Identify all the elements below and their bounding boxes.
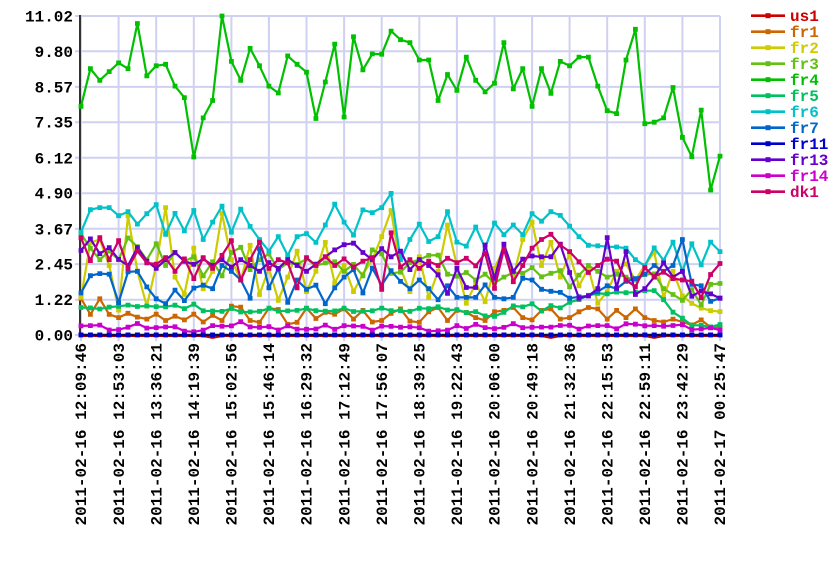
svg-text:fr4: fr4 bbox=[790, 72, 819, 90]
svg-text:fr2: fr2 bbox=[790, 40, 819, 58]
svg-text:2011-02-16 17:56:07: 2011-02-16 17:56:07 bbox=[374, 343, 392, 525]
svg-text:2011-02-17 00:25:47: 2011-02-17 00:25:47 bbox=[712, 343, 730, 525]
svg-text:2011-02-16 15:02:56: 2011-02-16 15:02:56 bbox=[224, 343, 242, 525]
svg-text:9.80: 9.80 bbox=[35, 44, 73, 62]
svg-text:1.22: 1.22 bbox=[35, 292, 73, 310]
svg-text:2011-02-16 19:22:43: 2011-02-16 19:22:43 bbox=[449, 343, 467, 525]
svg-text:2011-02-16 21:32:36: 2011-02-16 21:32:36 bbox=[562, 343, 580, 525]
svg-text:2011-02-16 15:46:14: 2011-02-16 15:46:14 bbox=[261, 343, 279, 526]
svg-text:fr3: fr3 bbox=[790, 56, 819, 74]
svg-text:2011-02-16 12:53:03: 2011-02-16 12:53:03 bbox=[111, 343, 129, 525]
svg-text:2.45: 2.45 bbox=[35, 257, 73, 275]
svg-text:0.00: 0.00 bbox=[35, 328, 73, 346]
svg-text:fr11: fr11 bbox=[790, 136, 828, 154]
svg-text:7.35: 7.35 bbox=[35, 115, 73, 133]
svg-text:2011-02-16 20:06:00: 2011-02-16 20:06:00 bbox=[487, 343, 505, 525]
svg-text:2011-02-16 23:42:29: 2011-02-16 23:42:29 bbox=[675, 343, 693, 525]
svg-text:2011-02-16 20:49:18: 2011-02-16 20:49:18 bbox=[524, 343, 542, 525]
svg-text:2011-02-16 17:12:49: 2011-02-16 17:12:49 bbox=[336, 343, 354, 525]
svg-text:3.67: 3.67 bbox=[35, 221, 73, 239]
svg-text:2011-02-16 22:59:11: 2011-02-16 22:59:11 bbox=[637, 343, 655, 525]
svg-text:fr1: fr1 bbox=[790, 24, 819, 42]
svg-text:2011-02-16 13:36:21: 2011-02-16 13:36:21 bbox=[148, 343, 166, 525]
svg-text:8.57: 8.57 bbox=[35, 79, 73, 97]
svg-text:2011-02-16 12:09:46: 2011-02-16 12:09:46 bbox=[73, 343, 91, 525]
svg-text:2011-02-16 14:19:39: 2011-02-16 14:19:39 bbox=[186, 343, 204, 525]
svg-text:fr14: fr14 bbox=[790, 168, 829, 186]
svg-text:dk1: dk1 bbox=[790, 184, 819, 202]
svg-text:fr13: fr13 bbox=[790, 152, 828, 170]
svg-text:2011-02-16 16:29:32: 2011-02-16 16:29:32 bbox=[299, 343, 317, 525]
svg-text:us1: us1 bbox=[790, 8, 819, 26]
svg-text:4.90: 4.90 bbox=[35, 186, 73, 204]
svg-text:fr6: fr6 bbox=[790, 104, 819, 122]
svg-text:fr5: fr5 bbox=[790, 88, 819, 106]
svg-text:fr7: fr7 bbox=[790, 120, 819, 138]
svg-text:2011-02-16 18:39:25: 2011-02-16 18:39:25 bbox=[412, 343, 430, 525]
svg-text:11.02: 11.02 bbox=[25, 9, 73, 27]
svg-text:2011-02-16 22:15:53: 2011-02-16 22:15:53 bbox=[599, 343, 617, 525]
svg-text:6.12: 6.12 bbox=[35, 150, 73, 168]
